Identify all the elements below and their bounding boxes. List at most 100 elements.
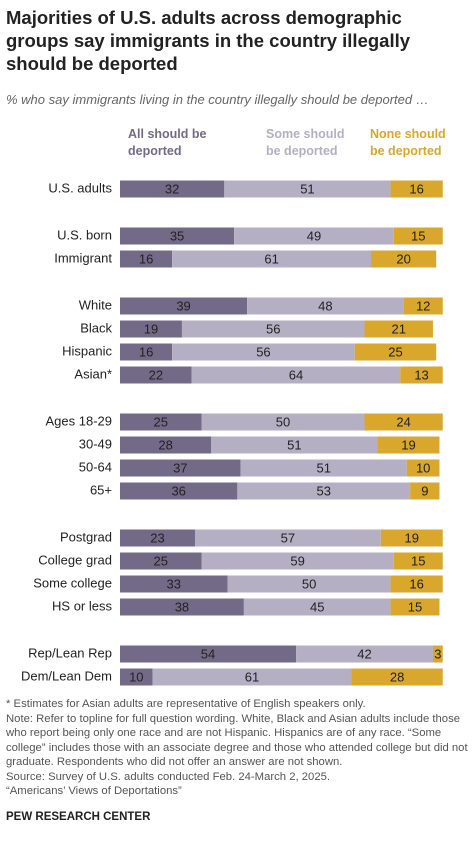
note: “Americans’ Views of Deportations” xyxy=(6,785,182,797)
bar-segment xyxy=(211,436,378,454)
bar-segment xyxy=(120,482,238,500)
legend-entry: None should be deported xyxy=(370,127,446,158)
bar-segment xyxy=(410,482,440,500)
bar-segment xyxy=(120,668,153,686)
bar-segment xyxy=(120,552,202,570)
category-label: 65+ xyxy=(90,482,112,497)
legend-entry: Some should be deported xyxy=(266,127,345,158)
category-label: Immigrant xyxy=(54,250,112,265)
bar-segment xyxy=(364,413,443,431)
value-label: 15 xyxy=(411,553,425,568)
category-label: 50-64 xyxy=(79,459,112,474)
category-label: Rep/Lean Rep xyxy=(28,645,112,660)
bar-segment xyxy=(390,598,440,616)
value-label: 37 xyxy=(173,460,187,475)
category-label: Dem/Lean Dem xyxy=(21,668,112,683)
value-label: 51 xyxy=(317,460,331,475)
bar-segment xyxy=(351,668,443,686)
value-label: 28 xyxy=(390,669,404,684)
bar-segment xyxy=(234,227,394,245)
bar-segment xyxy=(432,645,443,663)
value-label: 19 xyxy=(144,321,158,336)
note: Source: Survey of U.S. adults conducted … xyxy=(6,770,331,783)
bar-segment xyxy=(371,250,437,268)
notes: * Estimates for Asian adults are represe… xyxy=(6,697,468,799)
value-label: 33 xyxy=(167,576,181,591)
bar-segment xyxy=(377,436,440,454)
category-label: HS or less xyxy=(52,598,112,613)
value-label: 23 xyxy=(150,530,164,545)
bar-segment xyxy=(120,366,192,384)
category-label: Hispanic xyxy=(62,343,112,358)
category-label: U.S. born xyxy=(57,227,112,242)
value-label: 36 xyxy=(171,483,185,498)
value-label: 15 xyxy=(411,228,425,243)
bar-segment xyxy=(120,320,182,338)
note: Note: Refer to topline for full question… xyxy=(6,712,468,769)
bar-segment xyxy=(120,645,297,663)
value-label: 16 xyxy=(139,251,153,266)
value-label: 13 xyxy=(414,367,428,382)
bar-segment xyxy=(243,598,391,616)
bar-segment xyxy=(364,320,433,338)
category-label: College grad xyxy=(38,552,112,567)
bar-segment xyxy=(296,645,433,663)
bar-segment xyxy=(120,436,212,454)
bar-segment xyxy=(240,459,407,477)
value-label: 49 xyxy=(307,228,321,243)
value-label: 9 xyxy=(421,483,428,498)
bar-segment xyxy=(201,552,394,570)
category-label: Black xyxy=(80,320,112,335)
value-label: 57 xyxy=(281,530,295,545)
value-label: 15 xyxy=(408,599,422,614)
chart-title: Majorities of U.S. adults across demogra… xyxy=(6,7,411,74)
value-label: 50 xyxy=(276,414,290,429)
bar-segment xyxy=(227,575,391,593)
value-label: 28 xyxy=(158,437,172,452)
bar-segment xyxy=(403,297,443,315)
value-label: 20 xyxy=(396,251,410,266)
category-label: White xyxy=(79,297,112,312)
value-label: 35 xyxy=(170,228,184,243)
category-label: Asian* xyxy=(74,366,112,381)
bar-segment xyxy=(237,482,411,500)
value-label: 24 xyxy=(396,414,410,429)
category-label: 30-49 xyxy=(79,436,112,451)
value-label: 54 xyxy=(201,646,215,661)
bar-segment xyxy=(120,529,195,547)
bar-segment xyxy=(120,180,225,198)
bar-segment xyxy=(390,180,443,198)
bar-segment xyxy=(380,529,443,547)
value-label: 61 xyxy=(245,669,259,684)
value-label: 56 xyxy=(266,321,280,336)
bar-segment xyxy=(152,668,352,686)
bar-segment xyxy=(400,366,443,384)
bar-segment xyxy=(247,297,404,315)
value-label: 19 xyxy=(405,530,419,545)
bar-segment xyxy=(191,366,401,384)
bar-segment xyxy=(172,343,355,361)
value-label: 39 xyxy=(176,298,190,313)
legend-entry: All should be deported xyxy=(128,127,207,158)
category-label: Postgrad xyxy=(60,529,112,544)
value-label: 61 xyxy=(264,251,278,266)
bar-segment xyxy=(120,575,228,593)
bar-segment xyxy=(406,459,440,477)
category-label: Some college xyxy=(33,575,112,590)
bar-segment xyxy=(120,459,241,477)
bar-segment xyxy=(201,413,365,431)
value-label: 59 xyxy=(290,553,304,568)
value-label: 12 xyxy=(416,298,430,313)
bar-segment xyxy=(393,227,443,245)
value-label: 10 xyxy=(416,460,430,475)
category-label: Ages 18-29 xyxy=(46,413,113,428)
value-label: 56 xyxy=(256,344,270,359)
value-label: 51 xyxy=(287,437,301,452)
bar-segment xyxy=(120,598,244,616)
value-label: 25 xyxy=(388,344,402,359)
bar-segment xyxy=(224,180,391,198)
value-label: 22 xyxy=(149,367,163,382)
bar-segment xyxy=(194,529,381,547)
bar-segment xyxy=(120,413,202,431)
